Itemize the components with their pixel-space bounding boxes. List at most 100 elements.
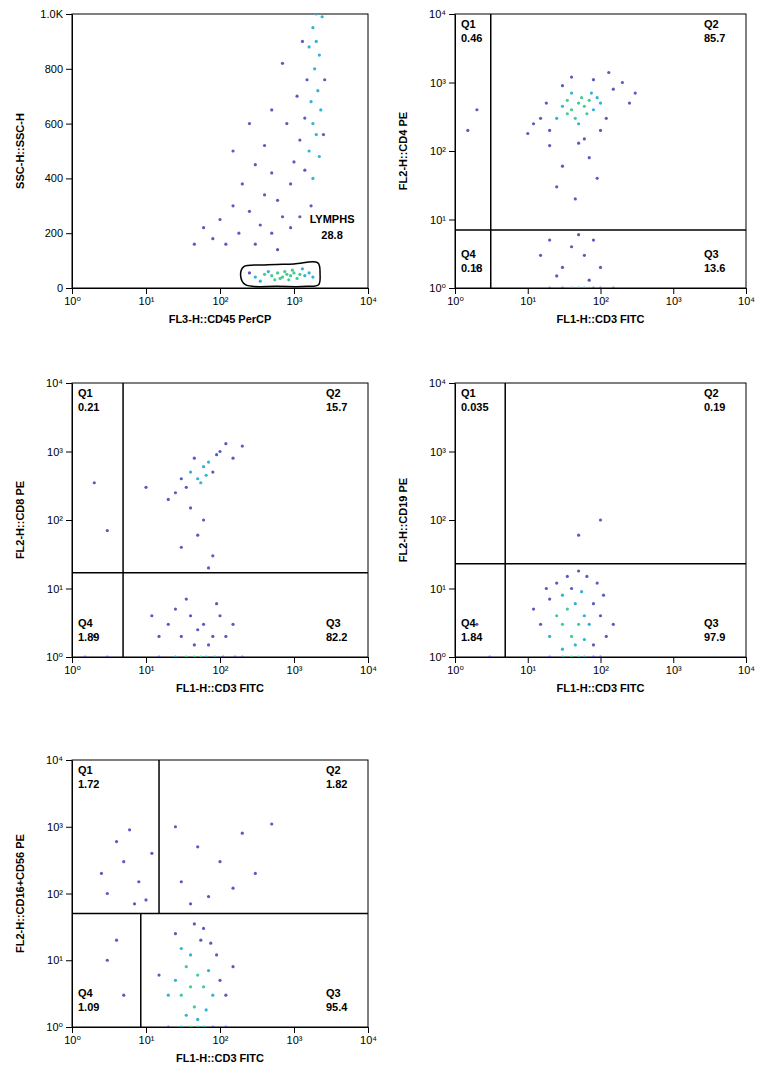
event-point [270,108,273,111]
event-point [259,280,262,283]
event-point [583,614,586,617]
quadrant-name: Q1 [78,764,93,776]
y-tick-mark [66,178,72,179]
x-tick-label: 10³ [666,295,682,307]
quadrant-line [158,760,160,914]
chart-container: 10⁰10¹10²10³10⁴02004006008001.0KLYMPHS28… [0,0,768,1089]
event-point [466,129,469,132]
y-tick: 10¹ [430,214,455,226]
x-tick-mark [746,288,747,294]
x-tick-mark [220,657,221,663]
x-tick-label: 10³ [666,664,682,676]
event-point [539,623,542,626]
y-tick-mark [66,1027,72,1028]
event-point [561,648,564,651]
y-tick: 10³ [47,446,72,458]
event-point [532,122,535,125]
event-point [561,655,564,657]
event-point [561,266,564,269]
event-point [298,215,301,218]
x-tick: 10² [213,1027,229,1046]
event-point [303,169,306,172]
event-point [215,453,218,456]
event-point [224,1025,227,1027]
x-axis-title: FL1-H::CD3 FITC [557,313,645,325]
y-tick: 10⁴ [429,377,455,389]
x-tick-label: 10¹ [520,664,536,676]
y-axis-title: FL2-H::CD4 PE [397,112,409,190]
y-tick-label: 10² [47,514,63,526]
x-tick-mark [673,657,674,663]
event-point [599,518,602,521]
background [0,0,768,1089]
x-tick-mark [72,657,73,663]
event-point [308,149,311,152]
quadrant-percent: 1.09 [78,1001,99,1013]
event-point [167,994,170,997]
event-point [580,96,583,99]
event-point [270,232,273,235]
y-tick-label: 800 [45,63,63,75]
y-axis: 10⁰10¹10²10³10⁴ [429,8,455,294]
event-point [281,215,284,218]
event-point [592,286,595,288]
event-point [308,45,311,48]
y-tick-mark [66,288,72,289]
y-axis: 10⁰10¹10²10³10⁴ [46,754,72,1033]
x-tick-label: 10¹ [139,664,155,676]
x-tick: 10⁰ [64,657,81,676]
plot-frame [455,14,746,288]
event-point [180,477,183,480]
x-tick-label: 10⁴ [360,1034,377,1046]
quadrant-percent: 1.84 [461,631,483,643]
quadrant-name: Q3 [326,987,341,999]
quadrant-name: Q2 [326,764,341,776]
y-tick-label: 10⁰ [429,651,446,663]
event-point [555,274,558,277]
x-tick-label: 10⁰ [64,664,81,676]
event-point [295,95,298,98]
x-tick: 10¹ [139,657,155,676]
event-point [202,518,205,521]
event-point [588,99,591,102]
y-axis-title: FL2-H::CD16+CD56 PE [14,834,26,953]
x-tick-mark [528,657,529,663]
event-point [561,594,564,597]
y-tick-mark [66,452,72,453]
event-point [577,655,580,657]
event-point [545,587,548,590]
event-point [548,655,551,657]
event-point [193,457,196,460]
event-point [241,832,244,835]
event-point [599,614,602,617]
event-point [115,840,118,843]
x-axis-title: FL1-H::CD3 FITC [557,682,645,694]
x-tick: 10⁰ [447,288,464,307]
x-tick: 10¹ [139,288,155,307]
y-tick: 600 [45,118,72,130]
x-tick: 10⁴ [360,657,377,676]
event-point [585,112,588,115]
y-tick-label: 10⁴ [46,754,63,766]
event-point [185,1014,188,1017]
event-point [202,927,205,930]
plot-area [72,383,368,657]
event-point [566,608,569,611]
y-tick-mark [66,233,72,234]
event-point [311,122,314,125]
x-axis-title: FL3-H::CD45 PerCP [169,313,272,325]
x-tick: 10⁴ [360,1027,377,1046]
x-tick-mark [220,1027,221,1033]
event-point [570,245,573,248]
event-point [276,199,279,202]
event-point [213,655,216,657]
x-axis-title: FL1-H::CD3 FITC [176,1052,264,1064]
quadrant-name: Q3 [704,248,719,260]
event-point [583,254,586,257]
event-point [574,643,577,646]
y-tick-label: 10² [430,514,446,526]
y-tick: 10⁰ [46,651,72,663]
quadrant-name: Q2 [704,18,719,30]
x-tick-label: 10² [593,295,609,307]
event-point [196,973,199,976]
